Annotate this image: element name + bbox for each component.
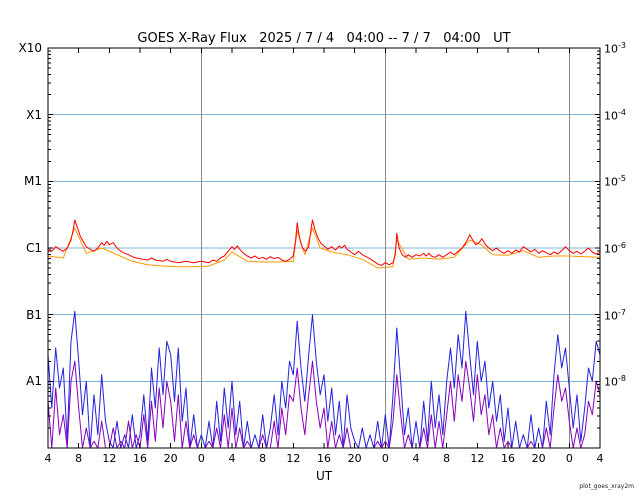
- exponent: -8: [618, 374, 626, 384]
- x-tick-label: 16: [317, 452, 331, 465]
- x-tick-label: 4: [596, 452, 604, 465]
- x-tick-label: 0: [381, 452, 389, 465]
- chart-title: GOES X-Ray Flux 2025 / 7 / 4 04:00 -- 7 …: [137, 31, 511, 46]
- x-tick-label: 12: [286, 452, 301, 465]
- x-tick-label: 16: [501, 452, 515, 465]
- y-axis-left-label: X10: [18, 41, 43, 55]
- y-axis-right-label: 10-3: [604, 41, 626, 56]
- x-axis-title: UT: [315, 469, 333, 483]
- x-tick-label: 8: [259, 452, 267, 465]
- orange-flux-trace: [47, 227, 601, 269]
- exponent: -5: [618, 174, 626, 184]
- red-flux-trace: [47, 219, 601, 266]
- y-axis-right-label: 10-8: [604, 374, 626, 389]
- y-axis-right-label: 10-4: [604, 107, 626, 123]
- x-tick-label: 4: [44, 452, 52, 465]
- x-tick-label: 0: [197, 452, 205, 465]
- y-axis-left-label: A1: [26, 374, 42, 389]
- x-tick-label: 20: [347, 452, 362, 465]
- y-axis-right-label: 10-5: [604, 174, 626, 189]
- exponent: -7: [618, 307, 626, 317]
- y-axis-left-label: M1: [24, 174, 42, 189]
- x-tick-label: 4: [412, 452, 420, 465]
- x-tick-label: 12: [470, 452, 485, 465]
- exponent: -3: [618, 41, 626, 50]
- x-tick-label: 8: [75, 452, 83, 465]
- blue-flux-trace: [47, 310, 601, 449]
- exponent: -6: [618, 241, 626, 250]
- y-axis-right-label: 10-6: [604, 241, 626, 256]
- y-axis-left-label: B1: [26, 307, 42, 322]
- plot-watermark: plot_goes_xray2m: [579, 483, 634, 490]
- x-tick-label: 4: [228, 452, 236, 465]
- y-axis-right-label: 10-7: [604, 307, 626, 323]
- x-tick-label: 8: [443, 452, 451, 465]
- x-tick-label: 20: [531, 452, 546, 465]
- exponent: -4: [618, 107, 626, 117]
- x-tick-label: 0: [565, 452, 573, 465]
- x-tick-label: 16: [133, 452, 147, 465]
- y-axis-left-label: X1: [26, 107, 42, 122]
- x-tick-label: 12: [102, 452, 117, 465]
- x-tick-label: 20: [163, 452, 178, 465]
- y-axis-left-label: C1: [25, 241, 42, 255]
